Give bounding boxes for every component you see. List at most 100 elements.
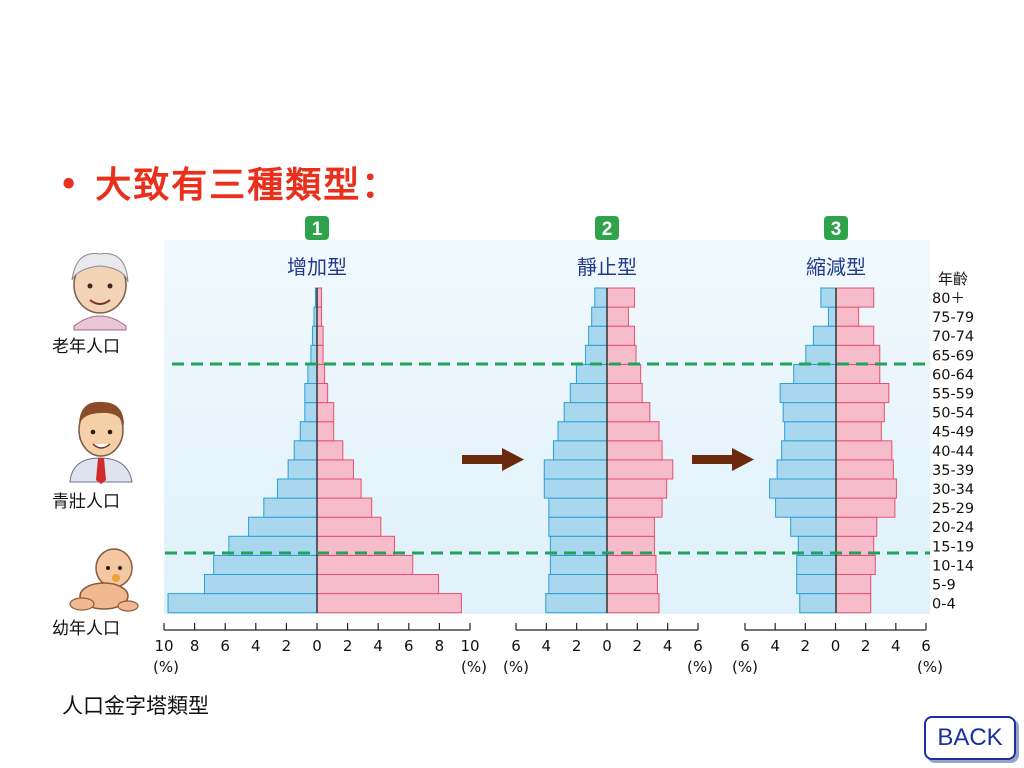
heading-text: 大致有三種類型： bbox=[95, 164, 400, 206]
pyramid-bar-left bbox=[776, 459, 837, 480]
pyramid-bar-left bbox=[248, 516, 318, 537]
pyramid-bar-right bbox=[835, 574, 872, 595]
pyramid-bar-right bbox=[316, 593, 462, 614]
pyramid-bar-right bbox=[835, 593, 872, 614]
pyramid-bar-right bbox=[316, 344, 324, 365]
x-tick-label: 6 bbox=[220, 637, 230, 655]
pyramid-bar-left bbox=[779, 383, 837, 404]
chart-number: 3 bbox=[831, 219, 842, 240]
pyramid-bar-right bbox=[316, 554, 414, 576]
pyramid-bar-right bbox=[835, 516, 878, 537]
pyramid-bar-right bbox=[835, 344, 881, 365]
age-label: 75-79 bbox=[932, 310, 974, 326]
pyramid-bar-left bbox=[594, 287, 608, 308]
pyramid-bar-left bbox=[548, 516, 608, 537]
pyramid-bar-left bbox=[167, 593, 318, 614]
right-arrow-icon bbox=[692, 448, 754, 471]
pyramid-bar-left bbox=[782, 402, 837, 423]
x-tick-label: 4 bbox=[891, 637, 901, 655]
x-tick-label: 10 bbox=[460, 637, 479, 655]
pyramid-bar-right bbox=[606, 593, 660, 614]
x-tick-label: 6 bbox=[693, 637, 703, 655]
age-column-title: 年齡 bbox=[938, 270, 968, 288]
chart-title: 縮減型 bbox=[806, 255, 866, 279]
unit-label-right: (%) bbox=[687, 658, 713, 676]
pyramid-bar-right bbox=[316, 421, 335, 442]
pyramid-bar-left bbox=[549, 554, 608, 576]
pyramid-bar-left bbox=[796, 574, 837, 595]
pyramid-bar-right bbox=[606, 497, 663, 518]
pyramid-bar-right bbox=[835, 383, 890, 404]
pyramid-bar-right bbox=[606, 459, 674, 480]
pyramid-bar-right bbox=[835, 287, 875, 308]
age-label: 30-34 bbox=[932, 482, 974, 498]
unit-label-left: (%) bbox=[153, 658, 179, 676]
age-label: 10-14 bbox=[932, 558, 974, 574]
pyramid-bar-right bbox=[835, 497, 896, 518]
chart-number: 1 bbox=[312, 219, 323, 240]
pyramid-bar-right bbox=[316, 478, 362, 499]
pyramid-bar-left bbox=[591, 306, 608, 327]
x-tick-label: 2 bbox=[282, 637, 292, 655]
age-label: 0-4 bbox=[932, 597, 956, 613]
pyramid-bar-left bbox=[276, 478, 318, 499]
pyramid-bar-right bbox=[835, 306, 860, 327]
pyramid-bar-left bbox=[784, 421, 837, 442]
back-button[interactable]: BACK bbox=[924, 716, 1016, 760]
pyramid-bar-right bbox=[606, 478, 668, 499]
pyramid-bar-right bbox=[606, 306, 629, 327]
chart-title: 增加型 bbox=[287, 255, 347, 279]
pyramid-bar-left bbox=[204, 574, 318, 595]
pyramid-chart-1: 1 增加型 10 8 6 4 2 0 2 4 6 8 10 (%) (%) bbox=[153, 216, 487, 676]
pyramid-bar-left bbox=[543, 459, 608, 480]
pyramid-bar-left bbox=[793, 363, 837, 384]
pyramid-bar-left bbox=[790, 516, 837, 537]
pyramid-bar-right bbox=[316, 516, 382, 537]
pyramid-bar-left bbox=[310, 344, 318, 365]
age-label: 80＋ bbox=[932, 291, 965, 307]
pyramid-bar-left bbox=[548, 574, 608, 595]
pyramid-bar-left bbox=[552, 440, 608, 461]
pyramid-bar-right bbox=[316, 440, 344, 461]
pyramid-bar-right bbox=[835, 363, 881, 384]
slide-heading: • 大致有三種類型： bbox=[58, 156, 399, 208]
age-label: 25-29 bbox=[932, 501, 974, 517]
age-label: 55-59 bbox=[932, 387, 974, 403]
x-tick-label: 0 bbox=[831, 637, 841, 655]
pyramid-bar-right bbox=[835, 554, 876, 576]
pyramid-bar-left bbox=[304, 383, 318, 404]
pyramid-bar-left bbox=[557, 421, 608, 442]
heading-bullet: • bbox=[58, 165, 82, 206]
pyramid-bar-right bbox=[835, 325, 875, 346]
pyramid-bar-left bbox=[293, 440, 318, 461]
x-tick-label: 6 bbox=[921, 637, 931, 655]
x-tick-label: 4 bbox=[251, 637, 261, 655]
pyramid-bar-right bbox=[316, 497, 373, 518]
x-tick-label: 2 bbox=[801, 637, 811, 655]
adult-man-icon bbox=[69, 401, 133, 484]
x-tick-label: 4 bbox=[373, 637, 383, 655]
chart-number-badge bbox=[595, 216, 619, 240]
pyramid-bar-right bbox=[316, 325, 324, 346]
pyramid-bar-left bbox=[799, 593, 837, 614]
pyramid-bar-right bbox=[606, 516, 655, 537]
x-tick-label: 6 bbox=[740, 637, 750, 655]
age-label: 60-64 bbox=[932, 367, 974, 383]
pyramid-bar-right bbox=[606, 325, 636, 346]
pyramid-bar-left bbox=[545, 593, 608, 614]
x-tick-label: 6 bbox=[511, 637, 521, 655]
right-arrow-icon bbox=[462, 448, 524, 471]
pyramid-bar-left bbox=[543, 478, 608, 499]
pyramid-bar-left bbox=[585, 344, 608, 365]
pyramid-chart-3: 3 縮減型 6 4 2 0 2 4 6 (%) (%) bbox=[732, 216, 943, 676]
pyramid-bar-right bbox=[835, 459, 894, 480]
age-label: 40-44 bbox=[932, 444, 974, 460]
age-label: 50-54 bbox=[932, 406, 974, 422]
x-tick-label: 0 bbox=[312, 637, 322, 655]
pyramid-bar-left bbox=[781, 440, 837, 461]
x-tick-label: 2 bbox=[572, 637, 582, 655]
x-tick-label: 0 bbox=[602, 637, 612, 655]
pyramid-bar-left bbox=[775, 497, 837, 518]
pyramid-bar-left bbox=[796, 554, 837, 576]
pyramid-bar-right bbox=[606, 421, 660, 442]
